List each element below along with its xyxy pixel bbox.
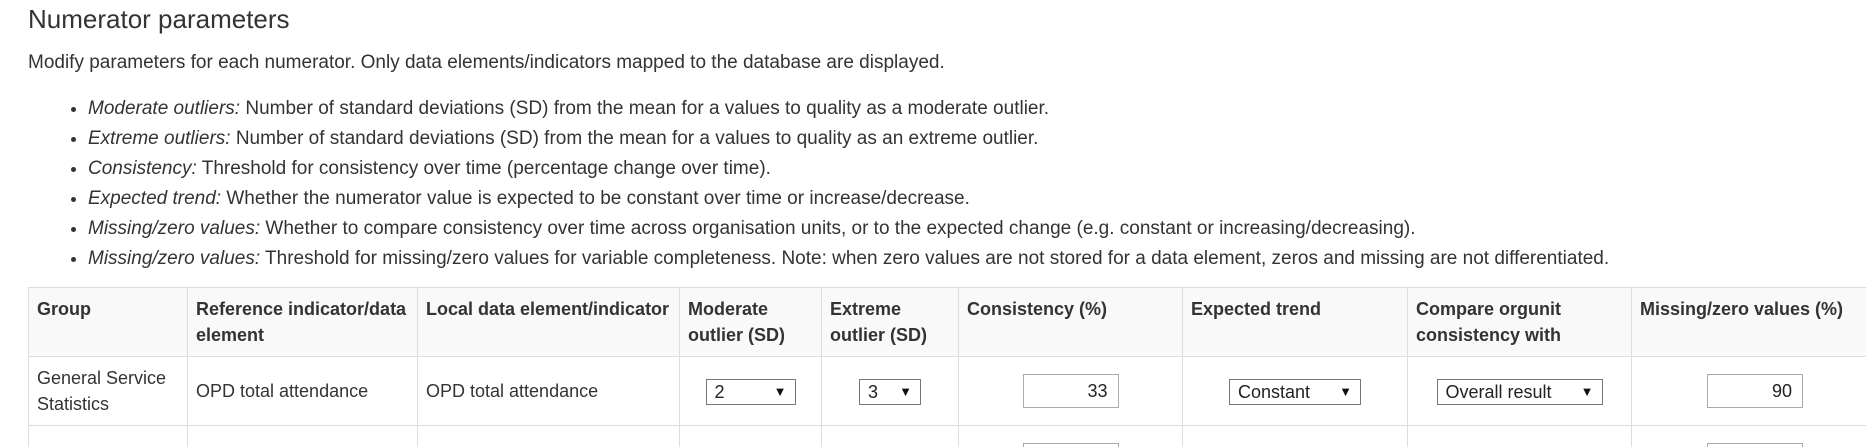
col-header-missing: Missing/zero values (%) [1632,288,1866,357]
cell-group: General Service Statistics [29,357,188,426]
cell-reference: OPD total attendance [188,357,418,426]
caret-down-icon: ▼ [774,379,787,405]
cell-consistency: 33 [959,357,1183,426]
col-header-extreme: Extreme outlier (SD) [822,288,959,357]
note-term: Extreme outliers: [88,128,231,149]
select-value: 3 [868,379,878,405]
col-header-moderate: Moderate outlier (SD) [680,288,822,357]
col-header-trend: Expected trend [1183,288,1408,357]
parameter-notes-list: Moderate outliers: Number of standard de… [28,94,1609,274]
table-row: General Service Statistics OPD total att… [29,357,1866,426]
note-expected-trend: Expected trend: Whether the numerator va… [88,184,1609,214]
compare-consistency-select[interactable]: Overall result ▼ [1437,379,1603,405]
note-term: Moderate outliers: [88,98,240,119]
note-text: Threshold for missing/zero values for va… [260,248,1609,269]
numerator-table-container[interactable]: Group Reference indicator/data element L… [28,287,1866,447]
note-text: Whether the numerator value is expected … [221,188,970,209]
select-value: Overall result [1446,379,1552,405]
note-extreme-outliers: Extreme outliers: Number of standard dev… [88,124,1609,154]
note-term: Missing/zero values: [88,248,260,269]
cell-local: OPD total attendance [418,357,680,426]
note-term: Consistency: [88,158,197,179]
col-header-compare: Compare orgunit consistency with [1408,288,1632,357]
numerator-parameters-table: Group Reference indicator/data element L… [28,287,1866,447]
col-header-local: Local data element/indicator [418,288,680,357]
note-text: Whether to compare consistency over time… [260,218,1415,239]
col-header-reference: Reference indicator/data element [188,288,418,357]
note-missing-zero: Missing/zero values: Threshold for missi… [88,244,1609,274]
page-title: Numerator parameters [28,4,290,35]
select-value: Constant [1238,379,1310,405]
expected-trend-select[interactable]: Constant ▼ [1229,379,1361,405]
moderate-outlier-select[interactable]: 2▼ [706,379,796,405]
extreme-outlier-select[interactable]: 3▼ [859,379,921,405]
cell-trend: Constant ▼ [1183,357,1408,426]
missing-zero-input[interactable]: 90 [1707,374,1803,408]
table-header-row: Group Reference indicator/data element L… [29,288,1866,357]
select-value: 2 [715,379,725,405]
note-consistency: Consistency: Threshold for consistency o… [88,154,1609,184]
consistency-input[interactable]: 33 [1023,374,1119,408]
col-header-consistency: Consistency (%) [959,288,1183,357]
note-term: Expected trend: [88,188,221,209]
cell-compare: Overall result ▼ [1408,357,1632,426]
note-text: Threshold for consistency over time (per… [197,158,771,179]
caret-down-icon: ▼ [899,379,912,405]
caret-down-icon: ▼ [1339,379,1352,405]
note-term: Missing/zero values: [88,218,260,239]
note-text: Number of standard deviations (SD) from … [231,128,1039,149]
caret-down-icon: ▼ [1581,379,1594,405]
note-compare-consistency: Missing/zero values: Whether to compare … [88,214,1609,244]
intro-text: Modify parameters for each numerator. On… [28,52,945,74]
col-header-group: Group [29,288,188,357]
cell-missing: 90 [1632,357,1866,426]
note-text: Number of standard deviations (SD) from … [240,98,1049,119]
cell-extreme: 3▼ [822,357,959,426]
cell-moderate: 2▼ [680,357,822,426]
note-moderate-outliers: Moderate outliers: Number of standard de… [88,94,1609,124]
